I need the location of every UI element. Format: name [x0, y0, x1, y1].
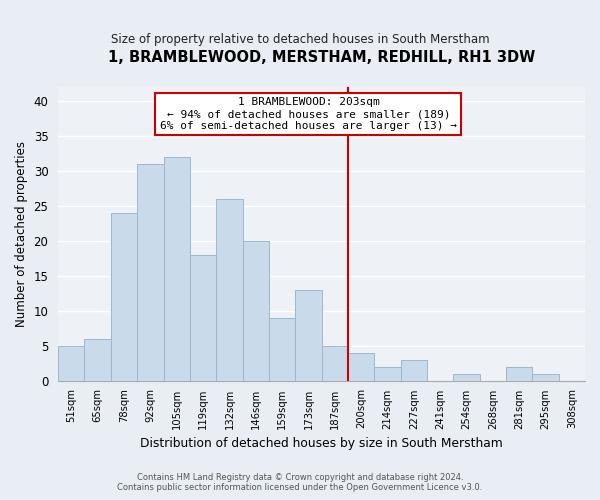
- Bar: [190, 255, 216, 380]
- Bar: [453, 374, 479, 380]
- Bar: [85, 338, 111, 380]
- Y-axis label: Number of detached properties: Number of detached properties: [15, 141, 28, 327]
- X-axis label: Distribution of detached houses by size in South Merstham: Distribution of detached houses by size …: [140, 437, 503, 450]
- Bar: [137, 164, 164, 380]
- Text: Contains HM Land Registry data © Crown copyright and database right 2024.
Contai: Contains HM Land Registry data © Crown c…: [118, 473, 482, 492]
- Text: Size of property relative to detached houses in South Merstham: Size of property relative to detached ho…: [110, 32, 490, 46]
- Bar: [216, 199, 242, 380]
- Bar: [295, 290, 322, 380]
- Bar: [374, 366, 401, 380]
- Bar: [242, 241, 269, 380]
- Bar: [269, 318, 295, 380]
- Bar: [111, 213, 137, 380]
- Bar: [58, 346, 85, 380]
- Text: 1 BRAMBLEWOOD: 203sqm
← 94% of detached houses are smaller (189)
6% of semi-deta: 1 BRAMBLEWOOD: 203sqm ← 94% of detached …: [160, 98, 457, 130]
- Bar: [322, 346, 348, 380]
- Bar: [348, 352, 374, 380]
- Bar: [164, 157, 190, 380]
- Title: 1, BRAMBLEWOOD, MERSTHAM, REDHILL, RH1 3DW: 1, BRAMBLEWOOD, MERSTHAM, REDHILL, RH1 3…: [108, 50, 535, 65]
- Bar: [401, 360, 427, 380]
- Bar: [532, 374, 559, 380]
- Bar: [506, 366, 532, 380]
